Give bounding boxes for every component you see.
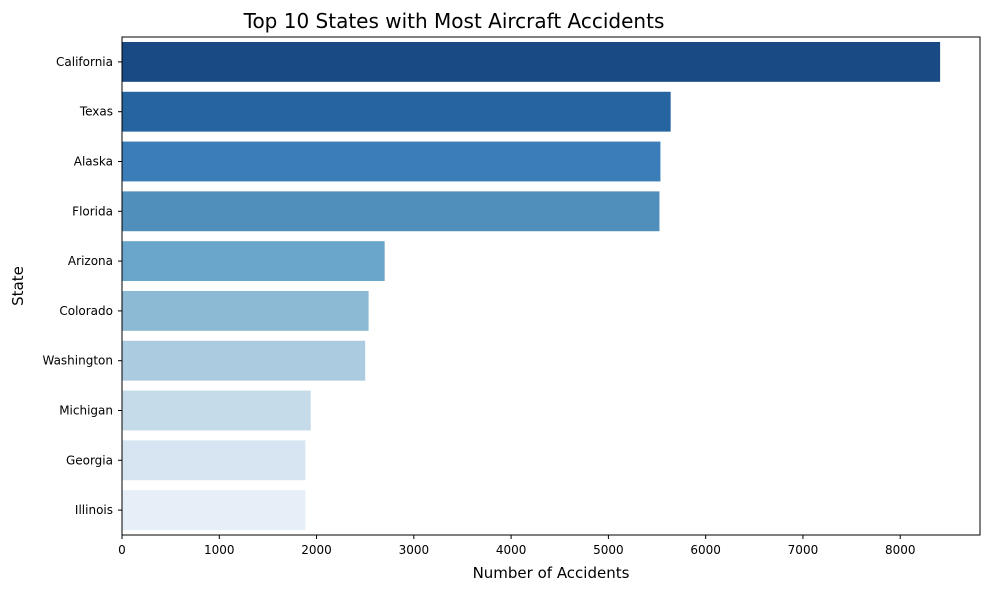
y-tick-label: Colorado <box>59 304 113 318</box>
x-tick-label: 6000 <box>690 543 721 557</box>
y-axis-label: State <box>9 266 27 306</box>
x-axis-label: Number of Accidents <box>473 564 630 582</box>
chart-title: Top 10 States with Most Aircraft Acciden… <box>243 9 665 33</box>
y-tick-label: Alaska <box>74 155 113 169</box>
plot-frame <box>121 36 981 536</box>
x-tick-label: 0 <box>118 543 126 557</box>
x-tick-label: 1000 <box>204 543 235 557</box>
bars-group <box>122 41 941 531</box>
x-tick-label: 4000 <box>496 543 527 557</box>
y-tick-label: Illinois <box>75 503 113 517</box>
bar-colorado <box>122 290 369 331</box>
y-tick-label: Arizona <box>68 254 113 268</box>
bar-texas <box>122 91 671 132</box>
y-tick-label: Michigan <box>59 404 113 418</box>
bar-california <box>122 41 941 82</box>
bar-alaska <box>122 141 661 182</box>
y-axis-ticks: California Texas Alaska Florida Arizona Color… <box>42 55 122 517</box>
y-tick-label: Texas <box>79 105 113 119</box>
x-tick-label: 2000 <box>301 543 332 557</box>
bar-georgia <box>122 440 306 481</box>
x-tick-label: 8000 <box>885 543 916 557</box>
bar-arizona <box>122 241 385 282</box>
x-axis-ticks: 0 1000 2000 3000 4000 5000 6000 7000 8000 <box>118 535 916 557</box>
x-tick-label: 7000 <box>788 543 819 557</box>
bar-washington <box>122 340 366 381</box>
bar-michigan <box>122 390 311 431</box>
y-tick-label: California <box>56 55 113 69</box>
bar-florida <box>122 191 660 232</box>
y-tick-label: Florida <box>72 204 113 218</box>
x-tick-label: 5000 <box>593 543 624 557</box>
y-tick-label: Washington <box>42 354 113 368</box>
x-tick-label: 3000 <box>399 543 430 557</box>
bar-illinois <box>122 490 306 531</box>
y-tick-label: Georgia <box>66 453 113 467</box>
